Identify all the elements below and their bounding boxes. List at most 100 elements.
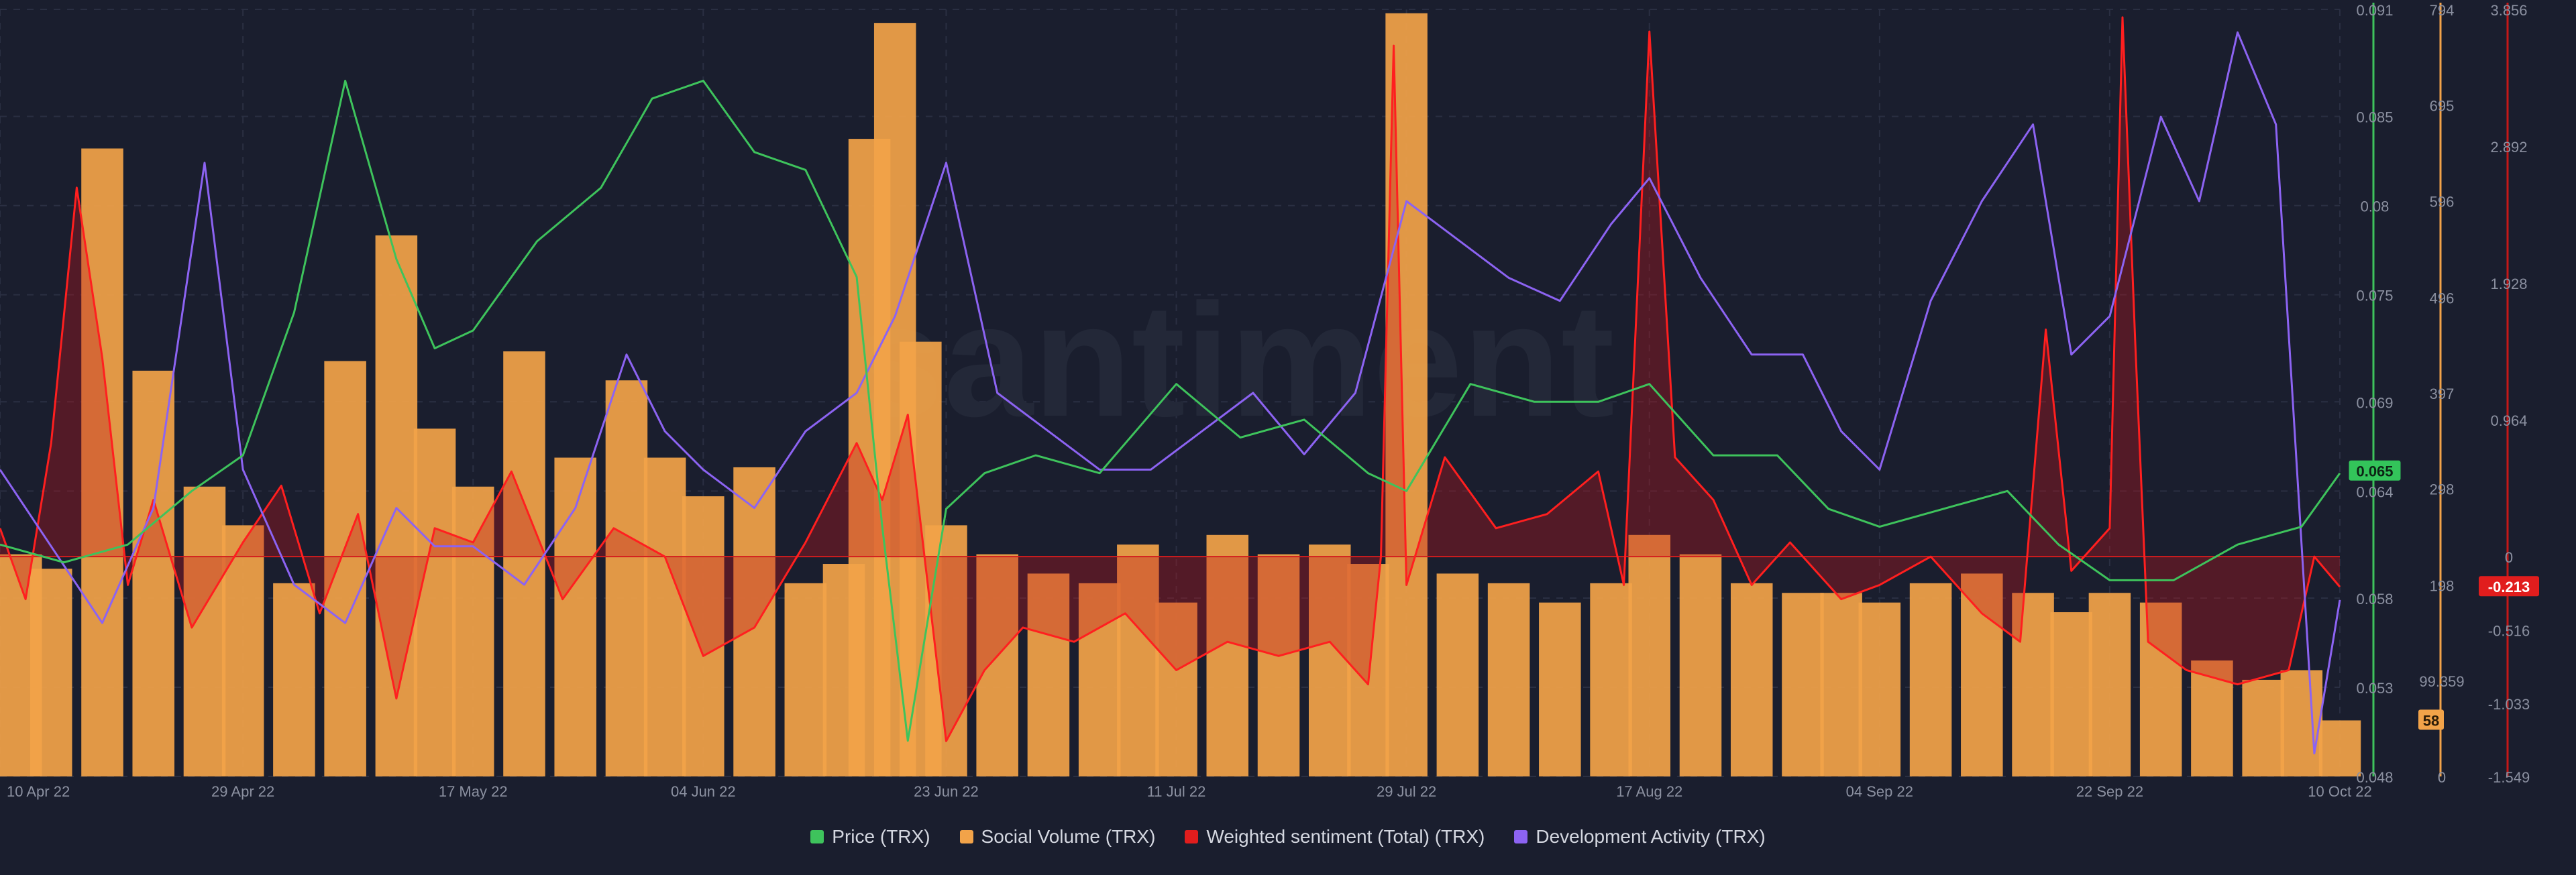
social-volume-bar xyxy=(1539,602,1581,776)
sentiment-axis-tick-label: -0.516 xyxy=(2488,622,2530,639)
sentiment-axis-tick-label: 2.892 xyxy=(2490,139,2527,156)
social-volume-bars xyxy=(0,13,2361,777)
development-activity-series xyxy=(0,31,2341,755)
social-volume-bar xyxy=(1961,573,2003,776)
development-activity-line xyxy=(0,31,2341,755)
social-volume-bar xyxy=(2012,593,2054,776)
x-axis-tick-label: 29 Jul 22 xyxy=(1377,783,1436,800)
social-volume-bar xyxy=(2242,679,2284,776)
social-volume-bar xyxy=(1078,583,1121,776)
social-volume-bar xyxy=(1730,583,1773,776)
social-volume-bar xyxy=(273,583,315,776)
x-axis-tick-label: 11 Jul 22 xyxy=(1147,783,1206,800)
social-volume-bar xyxy=(451,486,494,776)
social-axis-tick-label: 596 xyxy=(2430,193,2455,210)
social-axis-tick-label: 794 xyxy=(2430,2,2455,19)
current-value-label: 0.065 xyxy=(2356,463,2393,480)
price-axis-tick-label: 0.091 xyxy=(2356,2,2393,19)
social-volume-bar xyxy=(733,467,775,776)
social-volume-bar xyxy=(1385,13,1428,777)
social-volume-bar xyxy=(1858,602,1901,776)
social-volume-bar xyxy=(1487,583,1530,776)
weighted-sentiment-series xyxy=(0,16,2341,742)
social-volume-bar xyxy=(1590,583,1632,776)
sentiment-axis-tick-label: 3.856 xyxy=(2490,2,2527,19)
social-volume-bar xyxy=(2088,593,2131,776)
social-volume-bar xyxy=(605,380,648,776)
social-volume-bar xyxy=(324,361,366,776)
social-volume-bar xyxy=(682,496,724,776)
social-volume-bar xyxy=(2280,670,2323,776)
watermark: santiment xyxy=(854,270,1615,450)
social-volume-bar xyxy=(183,486,226,776)
social-volume-bar xyxy=(81,148,123,776)
social-volume-bar xyxy=(976,554,1018,776)
social-volume-bar xyxy=(1436,573,1479,776)
current-value-badges: 0.065 58 -0.213 xyxy=(2349,460,2539,730)
social-axis-tick-label: 298 xyxy=(2430,481,2455,498)
price-axis-tick-label: 0.075 xyxy=(2356,288,2393,304)
legend-item-price[interactable]: Price (TRX) xyxy=(810,826,930,848)
social-volume-bar xyxy=(784,583,827,776)
legend-swatch-development-activity xyxy=(1514,830,1528,843)
social-volume-bar xyxy=(554,457,596,776)
x-axis-tick-label: 10 Oct 22 xyxy=(2308,783,2371,800)
current-value-badge xyxy=(2418,709,2444,730)
legend-label-weighted-sentiment: Weighted sentiment (Total) (TRX) xyxy=(1206,826,1485,847)
social-axis-tick-label: 695 xyxy=(2430,98,2455,115)
social-axis-tick-label: 198 xyxy=(2430,578,2455,595)
price-axis-tick-label: 0.08 xyxy=(2361,198,2390,215)
current-value-label: 58 xyxy=(2423,712,2439,729)
sentiment-axis-tick-label: 0.964 xyxy=(2490,412,2527,429)
legend-item-social-volume[interactable]: Social Volume (TRX) xyxy=(959,826,1155,848)
sentiment-axis-tick-label: 1.928 xyxy=(2490,276,2527,292)
sentiment-line xyxy=(0,16,2341,742)
current-value-badge xyxy=(2349,460,2401,481)
x-axis-tick-label: 29 Apr 22 xyxy=(211,783,274,800)
social-volume-bar xyxy=(1782,593,1824,776)
sentiment-axis-tick-label: 0 xyxy=(2505,549,2513,566)
price-axis-tick-label: 0.085 xyxy=(2356,109,2393,126)
social-volume-bar xyxy=(1155,602,1197,776)
current-value-badge xyxy=(2479,576,2539,597)
social-volume-bar xyxy=(2191,660,2233,776)
price-axis-tick-label: 0.058 xyxy=(2356,591,2393,607)
legend-swatch-price xyxy=(810,830,824,843)
price-series xyxy=(0,79,2341,742)
social-volume-bar xyxy=(643,457,686,776)
x-axis-tick-label: 17 May 22 xyxy=(439,783,508,800)
legend-item-weighted-sentiment[interactable]: Weighted sentiment (Total) (TRX) xyxy=(1185,826,1485,848)
x-axis-ticks: 10 Apr 22 29 Apr 22 17 May 22 04 Jun 22 23 J… xyxy=(7,783,2372,800)
social-volume-bar xyxy=(1909,583,1952,776)
social-volume-bar xyxy=(132,370,174,776)
x-axis-tick-label: 04 Jun 22 xyxy=(671,783,736,800)
social-volume-bar xyxy=(1679,554,1722,776)
legend-label-development-activity: Development Activity (TRX) xyxy=(1536,826,1766,847)
social-volume-bar xyxy=(1628,534,1671,776)
legend: Price (TRX) Social Volume (TRX) Weighted… xyxy=(0,823,2576,850)
legend-swatch-social-volume xyxy=(959,830,973,843)
social-volume-bar xyxy=(1206,534,1249,776)
x-axis-tick-label: 17 Aug 22 xyxy=(1616,783,1682,800)
social-volume-bar xyxy=(30,569,72,776)
price-axis-tick-label: 0.053 xyxy=(2356,680,2393,697)
x-axis-tick-label: 22 Sep 22 xyxy=(2076,783,2143,800)
social-volume-bar xyxy=(375,235,418,776)
legend-item-development-activity[interactable]: Development Activity (TRX) xyxy=(1514,826,1766,848)
sentiment-axis-tick-label: -1.033 xyxy=(2488,696,2530,713)
social-volume-bar xyxy=(1820,593,1862,776)
social-volume-bar xyxy=(1117,544,1159,776)
social-volume-bar xyxy=(413,428,456,776)
social-volume-bar xyxy=(2050,612,2092,776)
x-axis-tick-label: 04 Sep 22 xyxy=(1846,783,1913,800)
x-axis-tick-label: 23 Jun 22 xyxy=(914,783,979,800)
social-axis-tick-label: 496 xyxy=(2430,290,2455,306)
x-axis-tick-label: 10 Apr 22 xyxy=(7,783,70,800)
axes: 0.091 0.085 0.08 0.075 0.069 0.064 0.058 0.053 0… xyxy=(2356,2,2530,786)
legend-swatch-weighted-sentiment xyxy=(1185,830,1199,843)
price-axis-tick-label: 0.069 xyxy=(2356,394,2393,411)
price-axis-tick-label: 0.064 xyxy=(2356,483,2393,500)
social-volume-bar xyxy=(1257,554,1300,776)
